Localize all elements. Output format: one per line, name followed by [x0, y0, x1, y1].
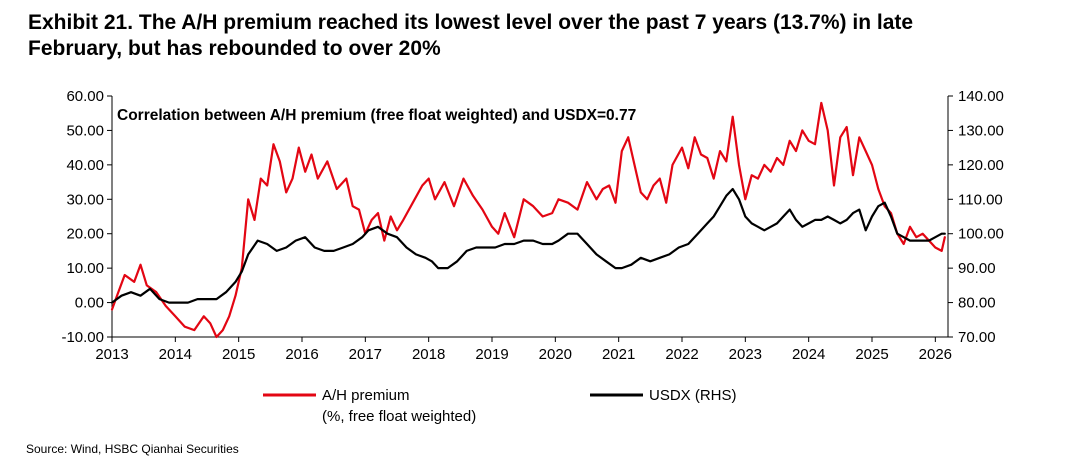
chart-labels: Correlation between A/H premium (free fl… — [117, 107, 636, 124]
x-axis-tick-label: 2026 — [919, 346, 952, 363]
series-line-usdx — [110, 187, 946, 304]
x-axis-tick-label: 2023 — [729, 346, 762, 363]
source-note: Source: Wind, HSBC Qianhai Securities — [26, 442, 239, 456]
x-axis-tick-label: 2017 — [349, 346, 382, 363]
left-axis-tick-label: 10.00 — [66, 260, 104, 277]
x-axis-tick-label: 2019 — [475, 346, 508, 363]
x-axis-tick-label: 2016 — [285, 346, 318, 363]
left-axis-tick-label: -10.00 — [61, 329, 104, 346]
chart-title: Exhibit 21. The A/H premium reached its … — [28, 10, 1068, 62]
right-axis-tick-label: 80.00 — [958, 295, 996, 312]
x-axis-tick-label: 2022 — [665, 346, 698, 363]
right-axis-tick-label: 110.00 — [958, 191, 1003, 208]
chart-title-line-2: February, but has rebounded to over 20% — [28, 37, 441, 60]
right-axis-tick-label: 130.00 — [958, 122, 1004, 139]
chart-title-line-1: Exhibit 21. The A/H premium reached its … — [28, 11, 914, 34]
x-axis-tick-label: 2018 — [412, 346, 445, 363]
correlation-annotation: Correlation between A/H premium (free fl… — [117, 107, 636, 124]
legend-label-usdx: USDX (RHS) — [649, 387, 737, 404]
left-axis-tick-label: 60.00 — [66, 88, 104, 105]
right-axis-tick-label: 90.00 — [958, 260, 996, 277]
right-axis-tick-label: 100.00 — [958, 226, 1004, 243]
x-axis-tick-label: 2015 — [222, 346, 255, 363]
right-axis-tick-label: 140.00 — [958, 88, 1004, 105]
x-axis-tick-label: 2013 — [95, 346, 128, 363]
series-lines — [110, 101, 946, 339]
axes: -10.00 0.00 10.00 20.00 30.00 40.00 50.00 60.00… — [61, 88, 1003, 363]
left-axis-tick-label: 0.00 — [75, 295, 104, 312]
series-line-ah-premium — [110, 101, 946, 339]
x-axis-tick-label: 2021 — [602, 346, 635, 363]
x-axis-tick-label: 2024 — [792, 346, 825, 363]
x-axis-tick-label: 2020 — [539, 346, 572, 363]
right-axis-tick-label: 70.00 — [958, 329, 996, 346]
left-axis-tick-label: 40.00 — [66, 157, 104, 174]
x-axis-tick-label: 2014 — [159, 346, 192, 363]
x-axis-tick-label: 2025 — [855, 346, 888, 363]
left-axis-tick-label: 50.00 — [66, 122, 104, 139]
left-axis-tick-label: 30.00 — [66, 191, 104, 208]
left-axis-tick-label: 20.00 — [66, 226, 104, 243]
legend-sublabel-ah-premium: (%, free float weighted) — [322, 408, 476, 425]
legend: A/H premium (%, free float weighted) USD… — [263, 387, 737, 425]
legend-label-ah-premium: A/H premium — [322, 387, 410, 404]
right-axis-tick-label: 120.00 — [958, 157, 1004, 174]
